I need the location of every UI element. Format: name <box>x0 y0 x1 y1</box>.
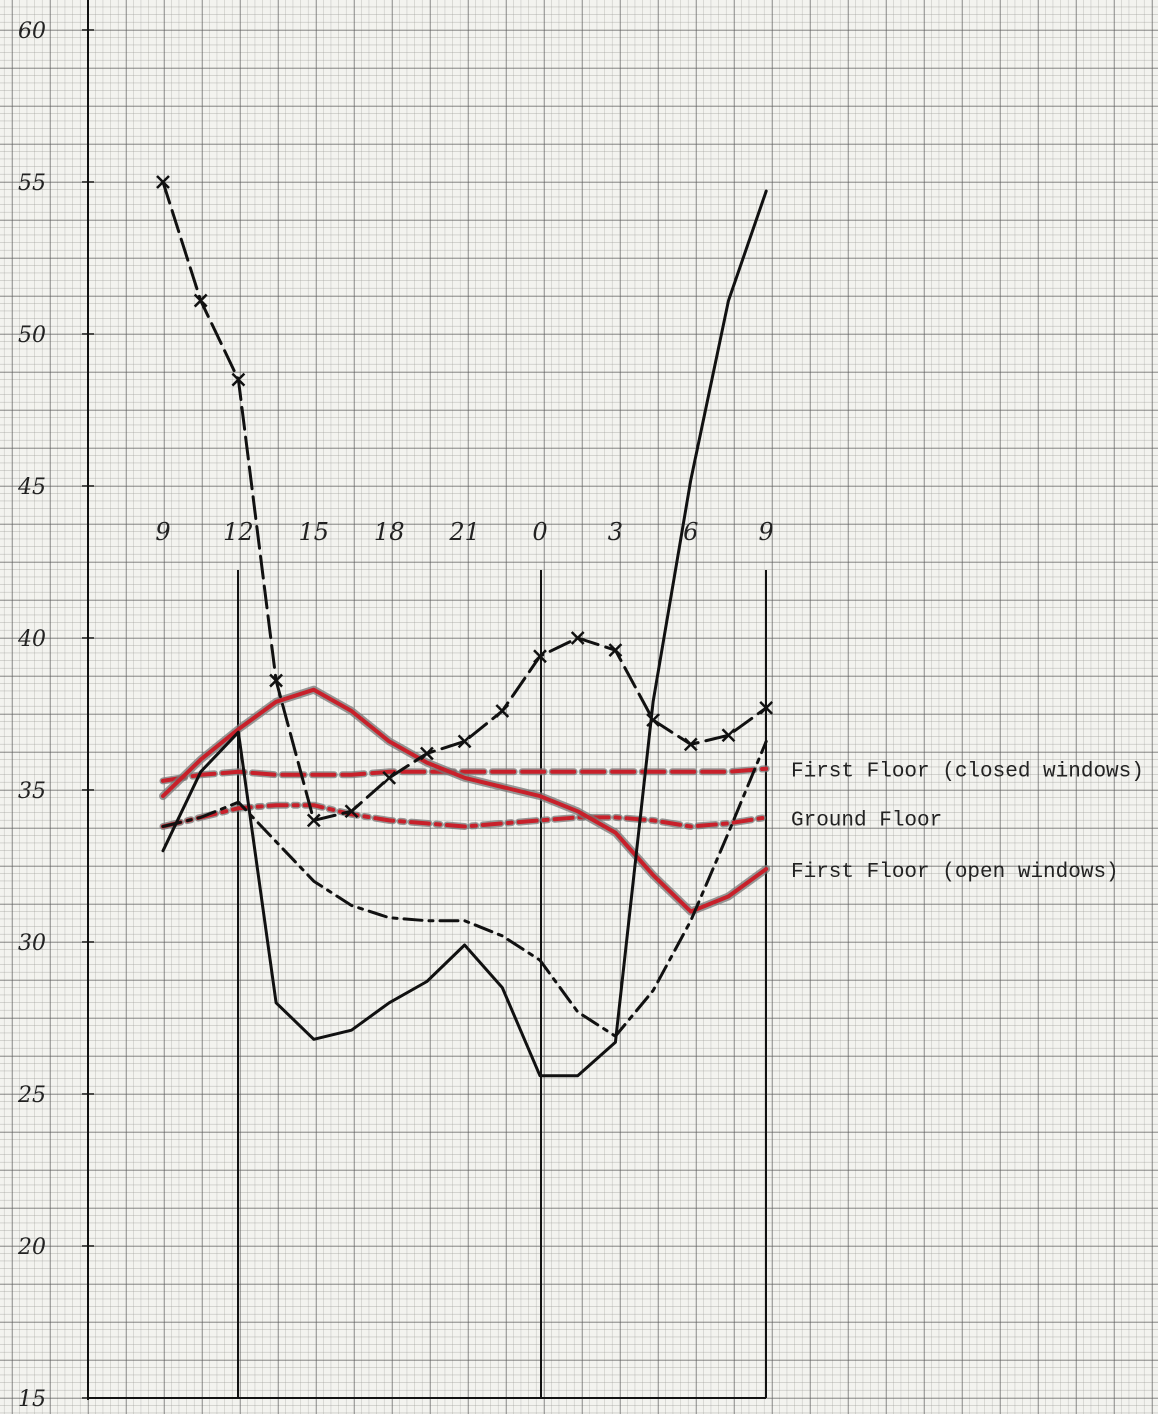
x-marker <box>344 804 359 819</box>
x-marker <box>306 813 321 828</box>
x-tick-label: 0 <box>532 518 547 546</box>
x-marker <box>533 649 547 664</box>
y-tick-label: 40 <box>17 627 46 652</box>
x-marker <box>156 175 170 189</box>
x-tick-label: 18 <box>374 518 405 546</box>
x-marker <box>570 631 585 645</box>
x-tick-label: 15 <box>299 518 330 546</box>
x-marker <box>759 701 774 715</box>
x-marker <box>420 746 434 761</box>
x-tick-label: 12 <box>223 518 254 546</box>
data-line <box>161 180 768 822</box>
data-line <box>161 766 769 783</box>
data-line <box>161 739 768 1038</box>
x-marker <box>382 770 397 785</box>
x-marker <box>457 734 472 749</box>
data-line <box>161 803 769 829</box>
y-tick-label: 60 <box>18 19 46 44</box>
x-marker <box>269 673 283 688</box>
x-marker <box>495 704 510 718</box>
legend-label: Ground Floor <box>791 809 942 832</box>
x-tick-label: 3 <box>608 518 623 546</box>
y-tick-label: 50 <box>18 323 46 348</box>
x-tick-label: 9 <box>155 518 170 546</box>
x-marker <box>193 293 208 308</box>
y-tick-label: 35 <box>18 779 46 804</box>
x-tick-label: 9 <box>759 518 774 546</box>
x-tick-label: 21 <box>448 518 480 546</box>
x-marker <box>646 713 660 727</box>
legend-label: First Floor (open windows) <box>791 861 1119 884</box>
x-marker <box>683 737 698 752</box>
y-tick-label: 15 <box>18 1387 46 1412</box>
y-tick-label: 30 <box>18 931 46 956</box>
x-marker <box>721 728 736 743</box>
x-marker <box>608 643 623 658</box>
y-tick-label: 45 <box>17 475 46 500</box>
data-line <box>161 189 768 1078</box>
data-line <box>161 687 769 914</box>
y-tick-label: 55 <box>18 171 46 196</box>
x-marker <box>231 372 246 387</box>
y-tick-label: 20 <box>17 1235 46 1260</box>
x-tick-label: 6 <box>683 518 698 546</box>
legend-label: First Floor (closed windows) <box>791 761 1144 784</box>
y-tick-label: 25 <box>17 1083 46 1108</box>
